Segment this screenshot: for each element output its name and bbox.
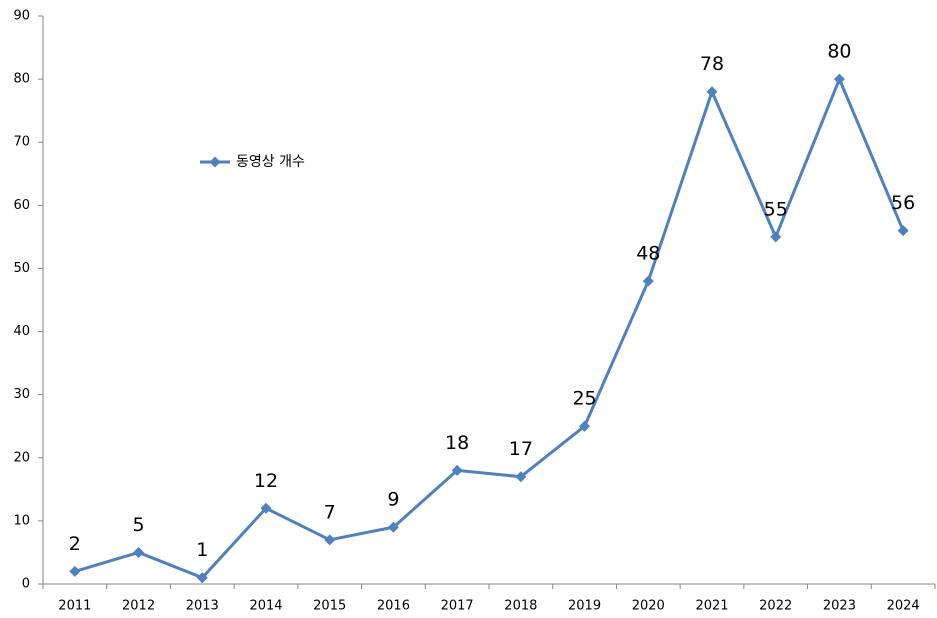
x-tick-label: 2017 [441,599,474,614]
x-tick-label: 2014 [249,599,282,614]
data-label: 80 [827,41,851,63]
y-tick-label: 60 [13,198,30,213]
data-label: 12 [254,470,278,492]
x-tick-label: 2011 [58,599,91,614]
x-tick-label: 2019 [568,599,601,614]
marker [451,464,463,476]
x-tick-label: 2024 [887,599,920,614]
marker [196,572,208,584]
y-tick-label: 20 [13,450,30,465]
data-label: 56 [891,192,915,214]
marker [324,534,336,546]
marker [642,275,654,287]
x-tick-label: 2018 [504,599,537,614]
x-tick-label: 2013 [186,599,219,614]
data-label: 18 [445,432,469,454]
marker [69,565,81,577]
marker [706,86,718,98]
y-tick-label: 50 [13,261,30,276]
x-tick-label: 2023 [823,599,856,614]
data-label: 2 [69,533,81,555]
y-tick-label: 30 [13,387,30,402]
marker [579,420,591,432]
marker [387,521,399,533]
data-label: 48 [636,243,660,265]
legend-label: 동영상 개수 [236,154,305,170]
y-tick-label: 40 [13,324,30,339]
marker [770,231,782,243]
data-label: 78 [700,53,724,75]
data-label: 25 [572,388,596,410]
x-tick-label: 2022 [759,599,792,614]
x-tick-label: 2012 [122,599,155,614]
legend-marker [209,156,221,168]
data-label: 7 [324,501,336,523]
line [74,77,905,580]
data-label: 9 [387,489,399,511]
x-tick-label: 2016 [377,599,410,614]
data-label: 1 [196,539,208,561]
x-tick-label: 2020 [632,599,665,614]
x-tick-label: 2015 [313,599,346,614]
marker [133,546,145,558]
data-label: 55 [764,198,788,220]
marker [260,502,272,514]
x-tick-label: 2021 [695,599,728,614]
y-tick-label: 10 [13,513,30,528]
marker [515,471,527,483]
marker [833,73,845,85]
y-tick-label: 0 [22,577,30,592]
data-label: 17 [509,438,533,460]
y-tick-label: 90 [13,9,30,24]
y-tick-label: 80 [13,72,30,87]
y-tick-label: 70 [13,135,30,150]
marker [897,225,909,237]
data-label: 5 [133,514,145,536]
